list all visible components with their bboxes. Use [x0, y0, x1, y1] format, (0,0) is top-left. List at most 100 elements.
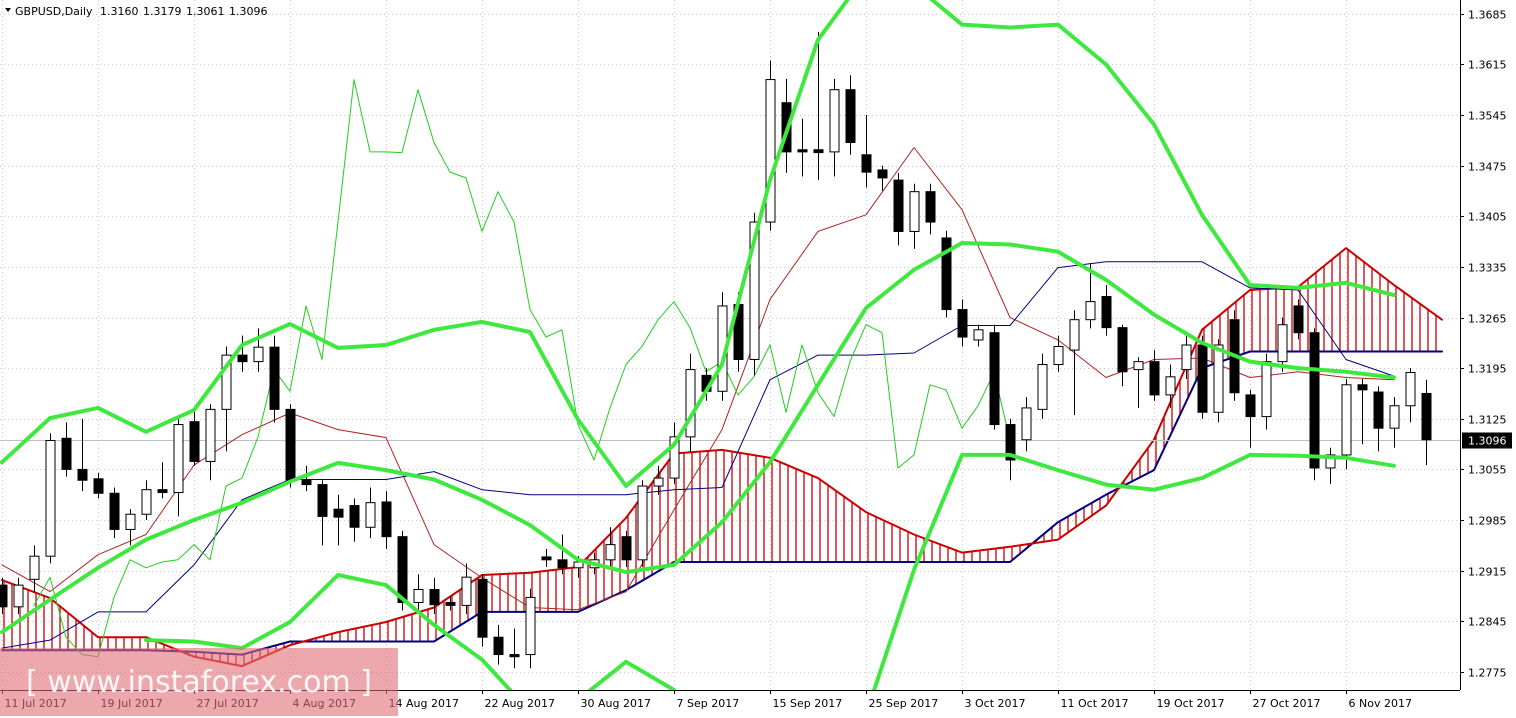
candle-body [1117, 327, 1128, 373]
candle-body [173, 424, 184, 494]
candle-body [1085, 301, 1096, 321]
candle-body [1261, 361, 1272, 418]
candle-body [141, 489, 152, 515]
candle-body [797, 149, 808, 153]
candle-body [1245, 394, 1256, 418]
candle-body [349, 505, 360, 528]
candle-body [77, 468, 88, 481]
candle-body [445, 601, 456, 606]
ohlc-close: 1.3096 [229, 5, 268, 18]
candle-body [381, 501, 392, 538]
candle-body [1341, 384, 1352, 456]
x-tick-label: 30 Aug 2017 [581, 697, 651, 710]
y-tick-label: 1.2775 [1468, 667, 1507, 680]
candle-body [925, 191, 936, 223]
y-tick-label: 1.3685 [1468, 9, 1507, 22]
candle-body [957, 309, 968, 338]
candle-body [413, 588, 424, 603]
candle-body [1277, 324, 1288, 363]
candle-body [1421, 392, 1432, 441]
candle-body [525, 596, 536, 656]
candle-body [13, 584, 24, 608]
candle-body [557, 559, 568, 569]
last-price-box [1462, 432, 1512, 449]
ohlc-high: 1.3179 [143, 5, 182, 18]
x-tick-label: 27 Oct 2017 [1253, 697, 1321, 710]
indicator-line [33, 79, 1011, 658]
candle-body [605, 544, 616, 561]
candle-body [749, 221, 760, 360]
candle-body [669, 436, 680, 479]
candle-body [653, 477, 664, 487]
indicator-line [1, 147, 1395, 611]
candle-body [1213, 344, 1224, 413]
candle-body [301, 479, 312, 486]
candle-body [1101, 296, 1112, 329]
candle-body [157, 489, 168, 494]
header: GBPUSD,Daily 1.3160 1.3179 1.3061 1.3096 [5, 5, 268, 18]
y-tick-label: 1.3265 [1468, 313, 1507, 326]
y-tick-label: 1.3195 [1468, 363, 1507, 376]
candle-body [253, 346, 264, 363]
candle-body [333, 508, 344, 518]
x-tick-label: 3 Oct 2017 [965, 697, 1026, 710]
candle-body [893, 179, 904, 232]
candle-body [461, 576, 472, 606]
x-tick-label: 15 Sep 2017 [773, 697, 843, 710]
x-tick-label: 22 Aug 2017 [485, 697, 555, 710]
y-tick-label: 1.3615 [1468, 59, 1507, 72]
cloud-hatch [2, 248, 1442, 667]
ohlc-open: 1.3160 [100, 5, 139, 18]
candle-body [877, 169, 888, 179]
candle-body [861, 154, 872, 173]
candle-body [1133, 361, 1144, 371]
candle-body [1021, 407, 1032, 441]
candle-body [429, 588, 440, 606]
candle-body [1053, 345, 1064, 366]
candle-body [1181, 344, 1192, 371]
candle-body [509, 654, 520, 658]
candle-body [685, 369, 696, 438]
candle-body [813, 149, 824, 154]
candle-body [125, 513, 136, 530]
candle-body [1069, 319, 1080, 351]
candle-body [1293, 305, 1304, 334]
x-tick-label: 11 Oct 2017 [1061, 697, 1129, 710]
watermark: [ www.instaforex.com ] [0, 648, 398, 716]
x-tick-label: 14 Aug 2017 [389, 697, 459, 710]
candle-body [1373, 391, 1384, 429]
menu-triangle [5, 8, 11, 12]
candle-body [829, 89, 840, 153]
candle-body [1037, 364, 1048, 410]
x-tick-label: 7 Sep 2017 [677, 697, 740, 710]
candle-body [269, 346, 280, 410]
last-price-label: 1.3096 [1468, 435, 1507, 448]
candle-body [541, 556, 552, 561]
watermark-box [0, 648, 398, 716]
candle-body [477, 578, 488, 638]
candle-body [1389, 405, 1400, 429]
y-tick-label: 1.2985 [1468, 515, 1507, 528]
candle-body [493, 636, 504, 656]
candle-body [1165, 376, 1176, 396]
candle-body [1197, 344, 1208, 413]
candle-body [941, 237, 952, 311]
candle-body [397, 536, 408, 603]
watermark-text: [ www.instaforex.com ] [26, 665, 372, 700]
band-line [0, 0, 1396, 488]
candle-body [221, 354, 232, 410]
x-tick-label: 25 Sep 2017 [869, 697, 939, 710]
candle-body [45, 439, 56, 557]
candle-body [1149, 361, 1160, 396]
candle-body [205, 408, 216, 462]
y-tick-label: 1.2845 [1468, 616, 1507, 629]
candle-body [765, 79, 776, 223]
candle-body [93, 478, 104, 494]
candle-body [1405, 371, 1416, 407]
candle-body [909, 191, 920, 232]
candle-body [1357, 384, 1368, 391]
plot-area [0, 0, 1460, 690]
band-line [0, 241, 1396, 635]
candle-body [845, 89, 856, 143]
